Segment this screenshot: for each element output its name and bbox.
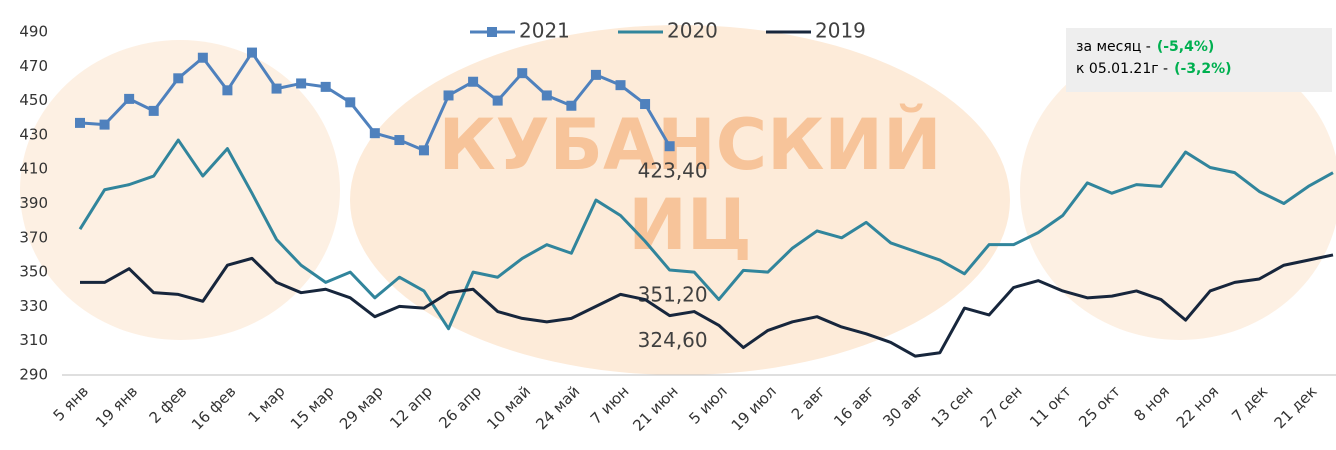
- info-box: [1066, 28, 1332, 92]
- y-tick-label: 290: [19, 366, 48, 384]
- marker: [640, 99, 650, 109]
- marker: [124, 94, 134, 104]
- x-tick-label: 25 окт: [1075, 382, 1124, 431]
- x-tick-label: 8 ноя: [1130, 382, 1173, 425]
- x-tick-label: 13 сен: [928, 382, 977, 431]
- x-tick-label: 7 дек: [1228, 382, 1271, 425]
- marker: [296, 78, 306, 88]
- x-tick-label: 15 мар: [287, 382, 338, 433]
- marker: [665, 141, 675, 151]
- x-tick-label: 7 июн: [587, 382, 633, 428]
- x-tick-label: 2 фев: [146, 382, 191, 427]
- marker: [100, 120, 110, 130]
- x-tick-label: 11 окт: [1026, 382, 1075, 431]
- marker: [149, 106, 159, 116]
- x-tick-label: 5 янв: [50, 382, 92, 424]
- x-tick-label: 26 апр: [435, 382, 485, 432]
- marker: [75, 118, 85, 128]
- y-tick-label: 430: [19, 125, 48, 143]
- x-tick-label: 30 авг: [879, 382, 927, 430]
- marker: [591, 70, 601, 80]
- marker: [419, 145, 429, 155]
- y-tick-label: 370: [19, 228, 48, 246]
- x-tick-label: 29 мар: [336, 382, 387, 433]
- marker: [370, 128, 380, 138]
- y-tick-label: 310: [19, 331, 48, 349]
- info-value: (-3,2%): [1174, 61, 1231, 77]
- x-tick-label: 19 июл: [728, 382, 780, 434]
- marker: [444, 90, 454, 100]
- data-label: 324,60: [638, 328, 708, 352]
- legend-label: 2021: [519, 19, 570, 43]
- marker: [272, 84, 282, 94]
- y-tick-label: 470: [19, 57, 48, 75]
- marker: [394, 135, 404, 145]
- x-tick-label: 2 авг: [788, 382, 829, 423]
- y-tick-label: 410: [19, 160, 48, 178]
- x-tick-label: 10 май: [483, 382, 534, 433]
- x-tick-label: 16 авг: [830, 382, 878, 430]
- info-label: за месяц -: [1076, 39, 1151, 55]
- chart: КУБАНСКИЙИЦ 2903103303503703904104304504…: [0, 0, 1336, 450]
- marker: [542, 90, 552, 100]
- x-tick-label: 1 мар: [244, 382, 288, 426]
- marker: [173, 73, 183, 83]
- y-tick-label: 450: [19, 91, 48, 109]
- marker: [517, 68, 527, 78]
- marker: [468, 77, 478, 87]
- marker: [345, 97, 355, 107]
- x-tick-label: 27 сен: [977, 382, 1026, 431]
- y-tick-label: 490: [19, 23, 48, 41]
- y-tick-label: 390: [19, 194, 48, 212]
- x-tick-label: 12 апр: [386, 382, 436, 432]
- x-tick-label: 21 июн: [629, 382, 681, 434]
- legend-label: 2019: [815, 19, 866, 43]
- y-tick-label: 350: [19, 263, 48, 281]
- info-label: к 05.01.21г -: [1076, 61, 1168, 77]
- x-tick-label: 24 май: [532, 382, 583, 433]
- marker: [493, 96, 503, 106]
- marker: [222, 85, 232, 95]
- marker: [247, 48, 257, 58]
- info-text: за месяц - (-5,4%): [1076, 39, 1214, 55]
- x-tick-label: 22 ноя: [1173, 382, 1222, 431]
- x-tick-label: 5 июл: [685, 382, 730, 427]
- info-value: (-5,4%): [1157, 39, 1214, 55]
- x-tick-label: 21 дек: [1271, 382, 1321, 432]
- watermark-text: ИЦ: [628, 184, 752, 266]
- marker: [566, 101, 576, 111]
- info-text: к 05.01.21г - (-3,2%): [1076, 61, 1232, 77]
- legend-marker: [487, 27, 497, 37]
- marker: [321, 82, 331, 92]
- x-tick-label: 16 фев: [188, 382, 239, 433]
- y-tick-label: 330: [19, 297, 48, 315]
- marker: [616, 80, 626, 90]
- x-tick-label: 19 янв: [92, 382, 141, 431]
- marker: [198, 53, 208, 63]
- legend-label: 2020: [667, 19, 718, 43]
- data-label: 423,40: [638, 159, 708, 183]
